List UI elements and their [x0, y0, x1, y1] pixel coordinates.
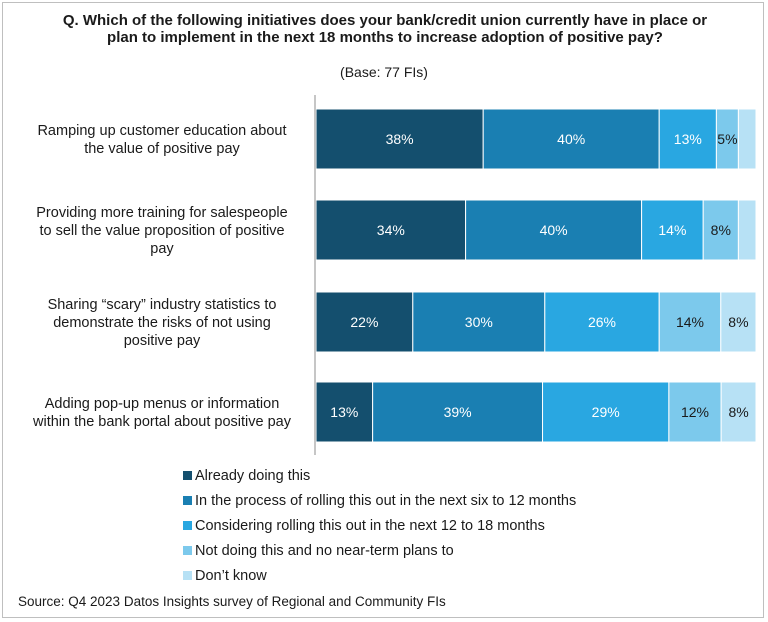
category-label: Ramping up customer education about the v… — [37, 123, 286, 157]
data-label: 8% — [728, 404, 748, 420]
data-label: 13% — [330, 404, 358, 420]
bar-segment — [412, 291, 546, 353]
bar-segment — [658, 291, 722, 353]
data-label: 39% — [444, 404, 472, 420]
data-label: 14% — [658, 222, 686, 238]
bar-segment — [702, 199, 739, 261]
bar-segment — [658, 108, 717, 170]
source-note: Source: Q4 2023 Datos Insights survey of… — [18, 594, 446, 609]
data-label: 8% — [711, 222, 731, 238]
chart-title: Q. Which of the following initiatives do… — [62, 12, 708, 46]
data-label: 40% — [540, 222, 568, 238]
category-label: Sharing “scary” industry statistics to de… — [48, 297, 277, 349]
data-label: 5% — [717, 131, 737, 147]
legend-label: Don’t know — [195, 567, 267, 584]
bar-segment — [315, 381, 374, 443]
legend-item: Already doing this — [183, 463, 576, 488]
data-label: 26% — [588, 314, 616, 330]
legend-swatch — [183, 496, 192, 505]
legend-item: In the process of rolling this out in th… — [183, 488, 576, 513]
legend-label: Considering rolling this out in the next… — [195, 517, 545, 534]
bar-segment — [544, 291, 660, 353]
data-label: 38% — [386, 131, 414, 147]
bar-segment — [315, 291, 414, 353]
legend-swatch — [183, 546, 192, 555]
bar-segment — [315, 199, 467, 261]
bar-segment — [641, 199, 704, 261]
bar-segment — [315, 108, 484, 170]
legend-swatch — [183, 571, 192, 580]
chart-legend: Already doing this In the process of roll… — [183, 463, 576, 588]
bar-segment — [737, 108, 757, 170]
legend-swatch — [183, 471, 192, 480]
stacked-bar-chart: 38% 40% 13% 5% Ramping up customer education… — [32, 95, 757, 455]
chart-subtitle: (Base: 77 FIs) — [340, 64, 428, 80]
data-label: 14% — [676, 314, 704, 330]
legend-label: In the process of rolling this out in th… — [195, 492, 577, 509]
data-label: 34% — [377, 222, 405, 238]
legend-label: Already doing this — [195, 467, 311, 484]
category-label: Adding pop-up menus or information within… — [32, 396, 292, 430]
legend-item: Not doing this and no near-term plans to — [183, 538, 576, 563]
data-label: 40% — [557, 131, 585, 147]
bar-segment — [668, 381, 722, 443]
bar-segment — [720, 291, 757, 353]
data-label: 12% — [681, 404, 709, 420]
data-label: 22% — [350, 314, 378, 330]
legend-label: Not doing this and no near-term plans to — [195, 542, 454, 559]
legend-item: Don’t know — [183, 563, 576, 588]
legend-swatch — [183, 521, 192, 530]
category-label: Providing more training for salespeople t… — [36, 205, 287, 257]
bar-segment — [465, 199, 643, 261]
bar-segment — [720, 381, 757, 443]
data-label: 29% — [592, 404, 620, 420]
bar-segment — [737, 199, 757, 261]
data-label: 13% — [674, 131, 702, 147]
legend-item: Considering rolling this out in the next… — [183, 513, 576, 538]
bar-segment — [482, 108, 660, 170]
data-label: 8% — [728, 314, 748, 330]
data-label: 30% — [465, 314, 493, 330]
